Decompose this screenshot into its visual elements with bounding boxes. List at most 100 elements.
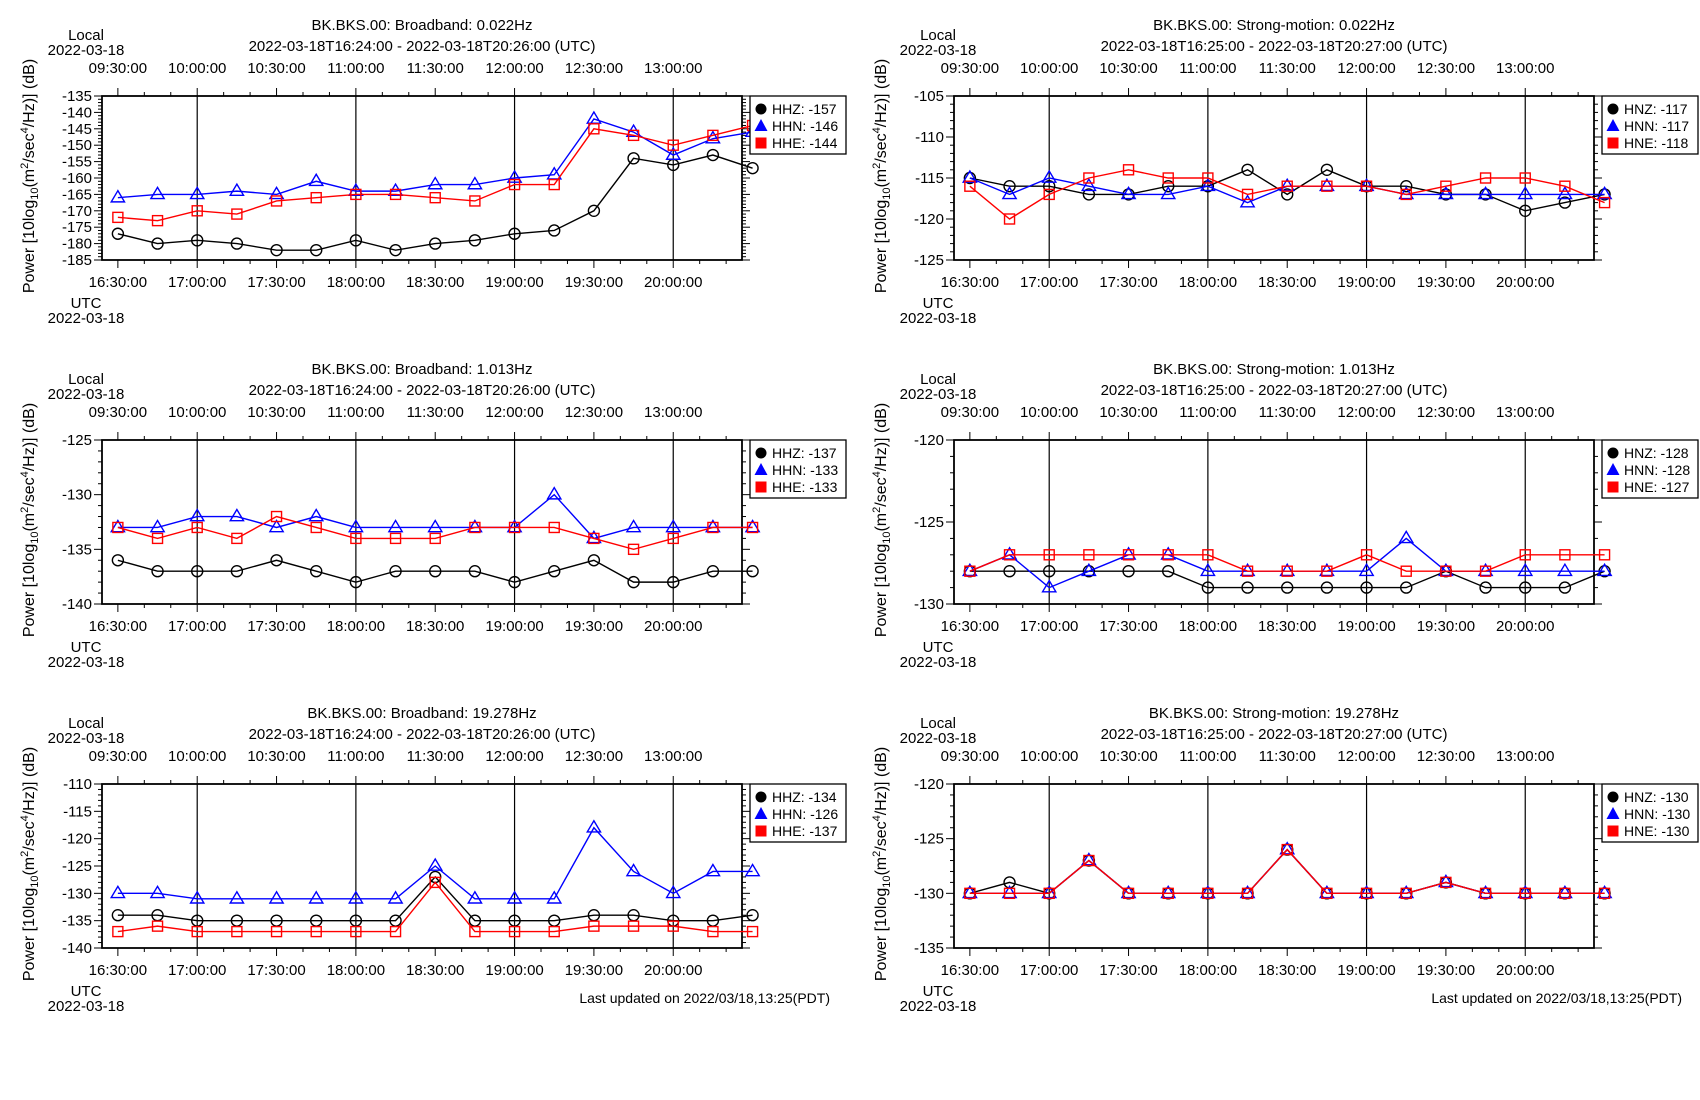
data-point-hne	[1083, 854, 1095, 867]
legend-marker-hnz	[1607, 103, 1619, 115]
data-point-hhn	[308, 172, 325, 187]
chart-title: BK.BKS.00: Broadband: 1.013Hz	[312, 361, 533, 378]
data-point-hnn	[1120, 186, 1137, 200]
x-tick-label-local: 11:00:00	[327, 60, 384, 77]
x-tick-label-local: 09:30:00	[89, 60, 147, 77]
series-line-hne	[969, 169, 1605, 220]
data-point-hnn	[1358, 177, 1375, 192]
x-tick-label-local: 10:00:00	[168, 60, 226, 77]
data-point-hnn	[1200, 562, 1216, 577]
data-point-hhz	[706, 148, 720, 162]
legend-marker-hhe	[755, 137, 767, 149]
chart-title: BK.BKS.00: Strong-motion: 19.278Hz	[1149, 705, 1399, 722]
data-point-hne	[1281, 843, 1293, 856]
data-point-hhz	[310, 565, 323, 578]
data-point-hhz	[627, 575, 640, 589]
data-point-hhn	[467, 519, 483, 533]
y-tick-label: -165	[62, 186, 92, 203]
x-tick-label-local: 09:30:00	[941, 404, 999, 421]
data-point-hhn	[109, 884, 126, 899]
y-label-text: (m	[873, 857, 890, 876]
data-point-hnn	[1041, 884, 1058, 899]
x-tick-label-utc: 17:30:00	[247, 962, 305, 979]
x-tick-label-utc: 16:30:00	[89, 618, 147, 635]
chart-subtitle: 2022-03-18T16:25:00 - 2022-03-18T20:27:0…	[1101, 382, 1448, 399]
x-tick-label-utc: 16:30:00	[941, 618, 999, 635]
y-tick-label: -130	[914, 885, 944, 902]
x-tick-label-local: 09:30:00	[89, 404, 147, 421]
x-tick-label-utc: 17:00:00	[1020, 274, 1078, 291]
data-point-hnn	[1596, 562, 1613, 577]
data-point-hhe	[627, 920, 640, 932]
data-point-hhn	[705, 863, 721, 877]
data-point-hhe	[588, 123, 600, 135]
data-point-hhn	[467, 176, 483, 190]
plot-frame	[101, 95, 743, 261]
y-label-text: /sec	[873, 821, 890, 850]
y-tick-label: -170	[62, 203, 92, 220]
data-point-hne	[1321, 565, 1333, 577]
data-point-hhn	[228, 508, 245, 522]
series-line-hhe	[117, 515, 753, 551]
legend-entry: HNZ: -130	[1624, 789, 1689, 805]
x-tick-label-local: 11:00:00	[1179, 748, 1236, 765]
utc-date-label: 2022-03-18	[900, 998, 977, 1015]
series-line-hnz	[969, 169, 1605, 212]
data-point-hne	[1559, 549, 1571, 561]
data-point-hhn	[546, 486, 563, 500]
data-point-hhe	[350, 925, 362, 938]
local-time-label: Local	[920, 371, 956, 388]
x-tick-label-utc: 19:30:00	[565, 274, 623, 291]
x-tick-label-local: 10:30:00	[1099, 60, 1157, 77]
data-point-hnn	[1080, 852, 1097, 866]
data-point-hnn	[961, 884, 978, 899]
data-point-hhn	[308, 890, 325, 904]
x-tick-label-local: 11:30:00	[1259, 748, 1316, 765]
chart-panel-1: BK.BKS.00: Broadband: 0.022Hz 2022-03-18T…	[19, 17, 847, 327]
x-tick-label-utc: 19:30:00	[565, 962, 623, 979]
data-point-hhe	[627, 543, 640, 556]
chart-title: BK.BKS.00: Broadband: 0.022Hz	[312, 17, 533, 34]
data-point-hhe	[667, 920, 679, 932]
y-axis-label: Power [10log10(m2/sec4/Hz)] (dB)	[871, 747, 893, 981]
legend-marker-hnz	[1607, 447, 1619, 459]
data-point-hne	[1241, 188, 1254, 201]
x-tick-label-utc: 19:00:00	[1337, 962, 1395, 979]
utc-time-label: UTC	[71, 983, 102, 1000]
data-point-hhn	[427, 176, 444, 190]
y-tick-label: -130	[62, 885, 92, 902]
data-point-hhe	[469, 521, 481, 534]
data-point-hhe	[429, 876, 441, 889]
x-tick-label-utc: 19:30:00	[1417, 962, 1475, 979]
data-point-hhz	[111, 227, 125, 240]
data-point-hne	[1162, 172, 1174, 184]
data-point-hnn	[1319, 177, 1335, 192]
data-point-hhe	[191, 205, 203, 217]
data-point-hhe	[191, 925, 203, 938]
x-tick-label-local: 10:00:00	[1020, 404, 1078, 421]
x-tick-label-utc: 16:30:00	[941, 962, 999, 979]
data-point-hnz	[1201, 581, 1215, 594]
last-updated-text: Last updated on 2022/03/18,13:25(PDT)	[1431, 990, 1682, 1006]
y-tick-label: -120	[914, 776, 944, 793]
data-point-hhe	[429, 532, 441, 545]
data-point-hhn	[506, 890, 523, 904]
y-label-text: Power [10log	[873, 200, 890, 293]
data-point-hne	[1281, 565, 1293, 577]
data-point-hnz	[1241, 163, 1254, 177]
data-point-hnn	[1557, 884, 1573, 899]
data-point-hhe	[151, 532, 164, 545]
x-tick-label-utc: 17:00:00	[1020, 618, 1078, 635]
local-date-label: 2022-03-18	[48, 42, 125, 59]
x-tick-label-local: 10:30:00	[247, 404, 305, 421]
utc-date-label: 2022-03-18	[900, 310, 977, 327]
data-point-hne	[1440, 180, 1452, 192]
data-point-hnz	[963, 171, 977, 185]
data-point-hhz	[270, 554, 283, 567]
data-point-hhz	[667, 575, 680, 589]
data-point-hnn	[1279, 841, 1296, 855]
data-point-hne	[964, 180, 976, 192]
data-point-hne	[1202, 549, 1214, 561]
